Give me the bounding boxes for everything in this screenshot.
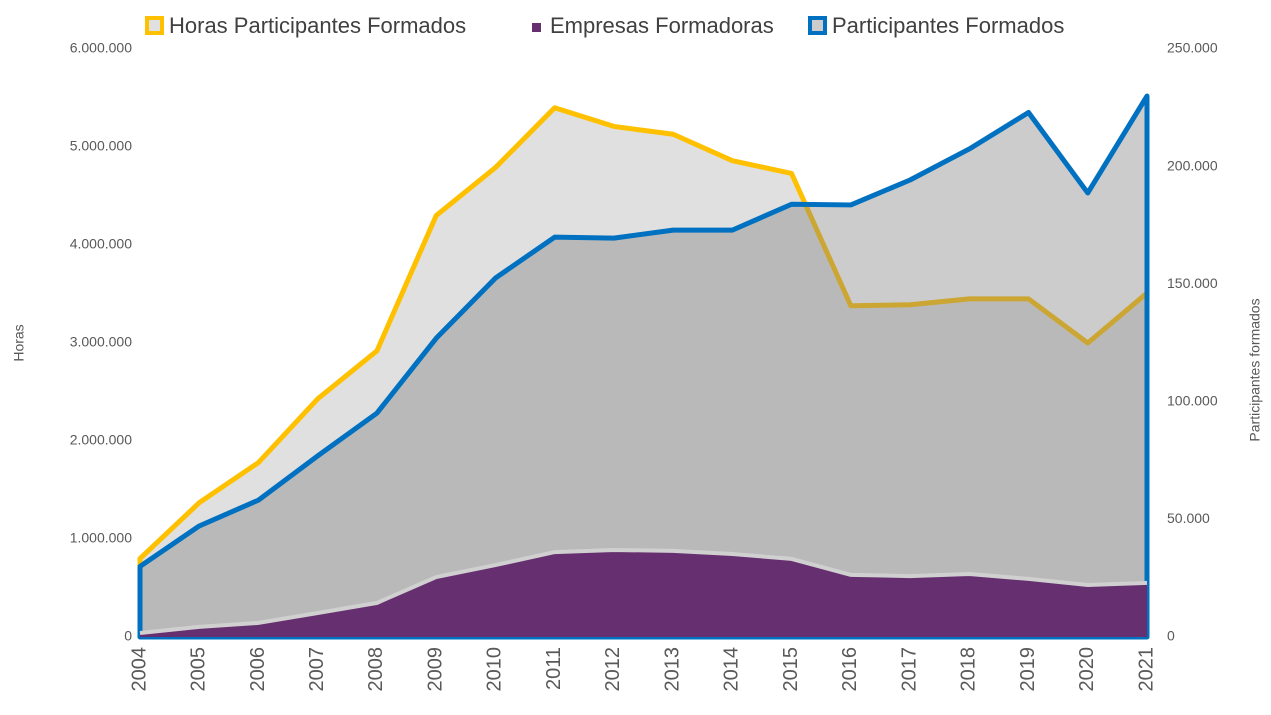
- area: [137, 93, 1150, 640]
- x-tick-label: 2021: [1135, 647, 1157, 692]
- y2-tick-label: 200.000: [1167, 157, 1218, 173]
- y-tick-label: 0: [124, 628, 132, 644]
- x-tick-label: 2006: [247, 647, 269, 692]
- x-tick-label: 2017: [898, 647, 920, 692]
- y-tick-label: 3.000.000: [70, 334, 132, 350]
- x-tick-label: 2018: [958, 647, 980, 692]
- area-edge: [139, 547, 1148, 635]
- x-tick-label: 2014: [721, 647, 743, 692]
- y2-tick-label: 50.000: [1167, 510, 1210, 526]
- x-tick-label: 2016: [839, 647, 861, 692]
- x-tick-label: 2013: [661, 647, 683, 692]
- x-tick-label: 2009: [424, 647, 446, 692]
- legend-label: Participantes Formados: [832, 13, 1064, 38]
- y-tick-label: 5.000.000: [70, 138, 132, 154]
- y2-tick-label: 0: [1167, 628, 1175, 644]
- x-tick-label: 2015: [780, 647, 802, 692]
- y2-tick-label: 100.000: [1167, 393, 1218, 409]
- x-tick-label: 2008: [365, 647, 387, 692]
- legend-label: Horas Participantes Formados: [169, 13, 466, 38]
- x-tick-label: 2004: [128, 647, 150, 692]
- area: [140, 549, 1147, 637]
- y-tick-label: 6.000.000: [70, 40, 132, 56]
- x-tick-label: 2011: [543, 647, 565, 690]
- y-tick-label: 4.000.000: [70, 236, 132, 252]
- y-tick-label: 2.000.000: [70, 432, 132, 448]
- y2-axis-label: Participantes formados: [1247, 298, 1263, 441]
- legend-label: Empresas Formadoras: [550, 13, 774, 38]
- y-axis-label: Horas: [11, 324, 27, 361]
- legend-swatch: [145, 16, 164, 35]
- y-tick-label: 1.000.000: [70, 530, 132, 546]
- x-tick-label: 2010: [484, 647, 506, 692]
- x-tick-label: 2012: [602, 647, 624, 692]
- legend-swatch: [808, 16, 827, 35]
- legend-swatch: [532, 23, 541, 32]
- x-tick-label: 2005: [188, 647, 210, 692]
- x-tick-label: 2020: [1076, 647, 1098, 692]
- y2-tick-label: 150.000: [1167, 275, 1218, 291]
- x-tick-label: 2019: [1017, 647, 1039, 692]
- y2-tick-label: 250.000: [1167, 40, 1218, 56]
- area: [137, 105, 1150, 640]
- x-tick-label: 2007: [306, 647, 328, 692]
